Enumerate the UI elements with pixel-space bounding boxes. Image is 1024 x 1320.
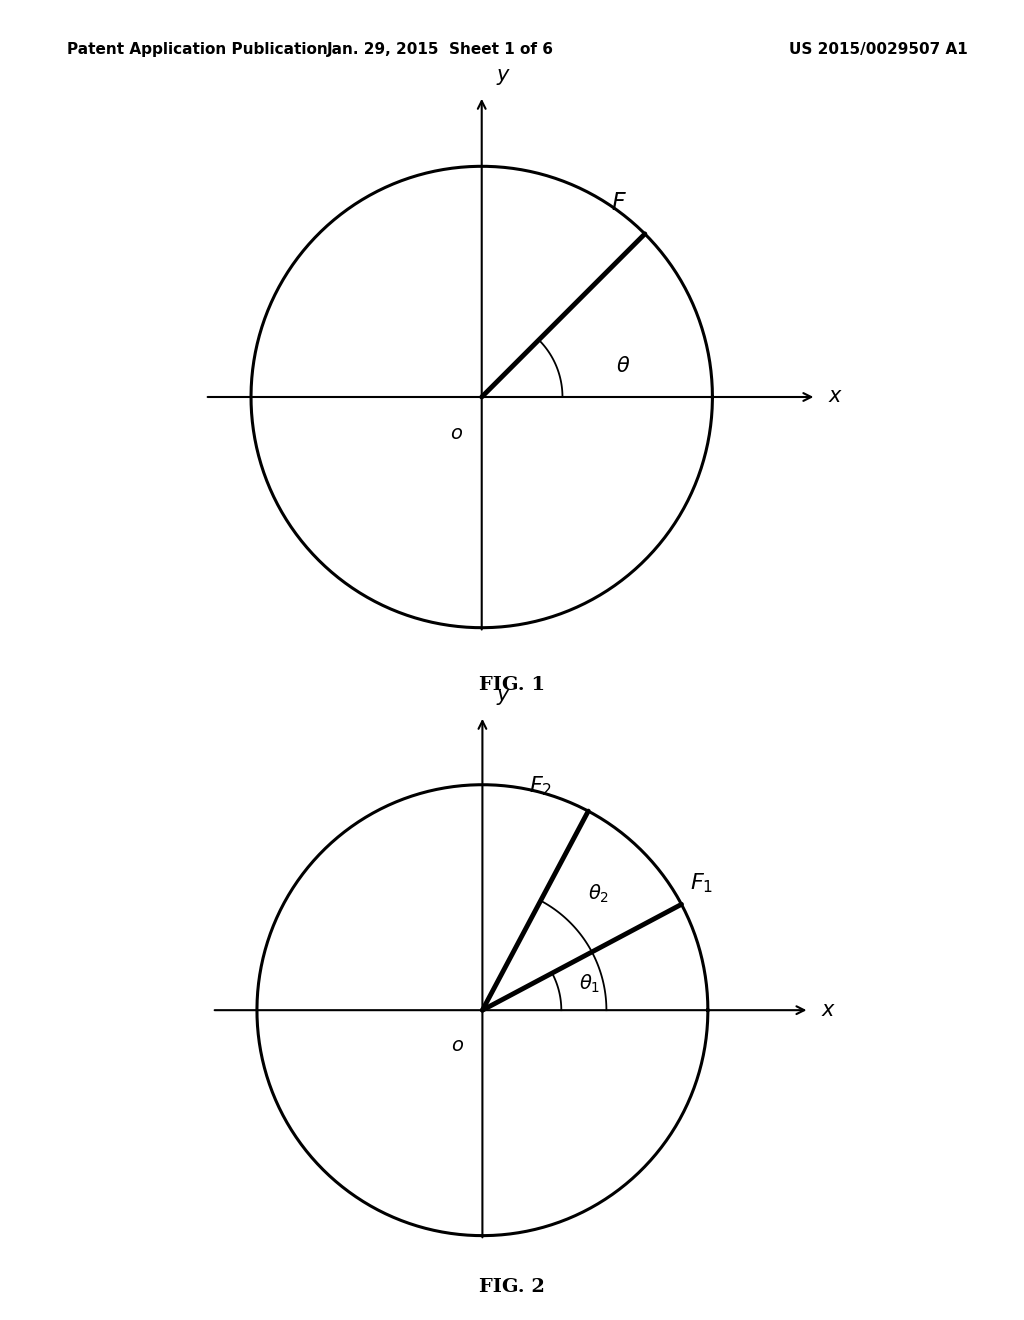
Text: US 2015/0029507 A1: US 2015/0029507 A1 [788,42,968,57]
Text: $\theta_1$: $\theta_1$ [579,973,600,994]
Text: $F_2$: $F_2$ [529,774,552,797]
Text: $x$: $x$ [827,388,843,407]
Text: $y$: $y$ [496,686,511,708]
Text: $x$: $x$ [820,1001,836,1019]
Text: $o$: $o$ [452,1038,464,1055]
Text: FIG. 2: FIG. 2 [479,1278,545,1296]
Text: $o$: $o$ [451,425,463,442]
Text: Patent Application Publication: Patent Application Publication [67,42,328,57]
Text: FIG. 1: FIG. 1 [479,676,545,694]
Text: $\theta_2$: $\theta_2$ [588,883,609,906]
Text: Jan. 29, 2015  Sheet 1 of 6: Jan. 29, 2015 Sheet 1 of 6 [327,42,554,57]
Text: $F$: $F$ [610,193,627,215]
Text: $F_1$: $F_1$ [690,871,714,895]
Text: $\theta$: $\theta$ [616,356,631,376]
Text: $y$: $y$ [496,67,511,87]
